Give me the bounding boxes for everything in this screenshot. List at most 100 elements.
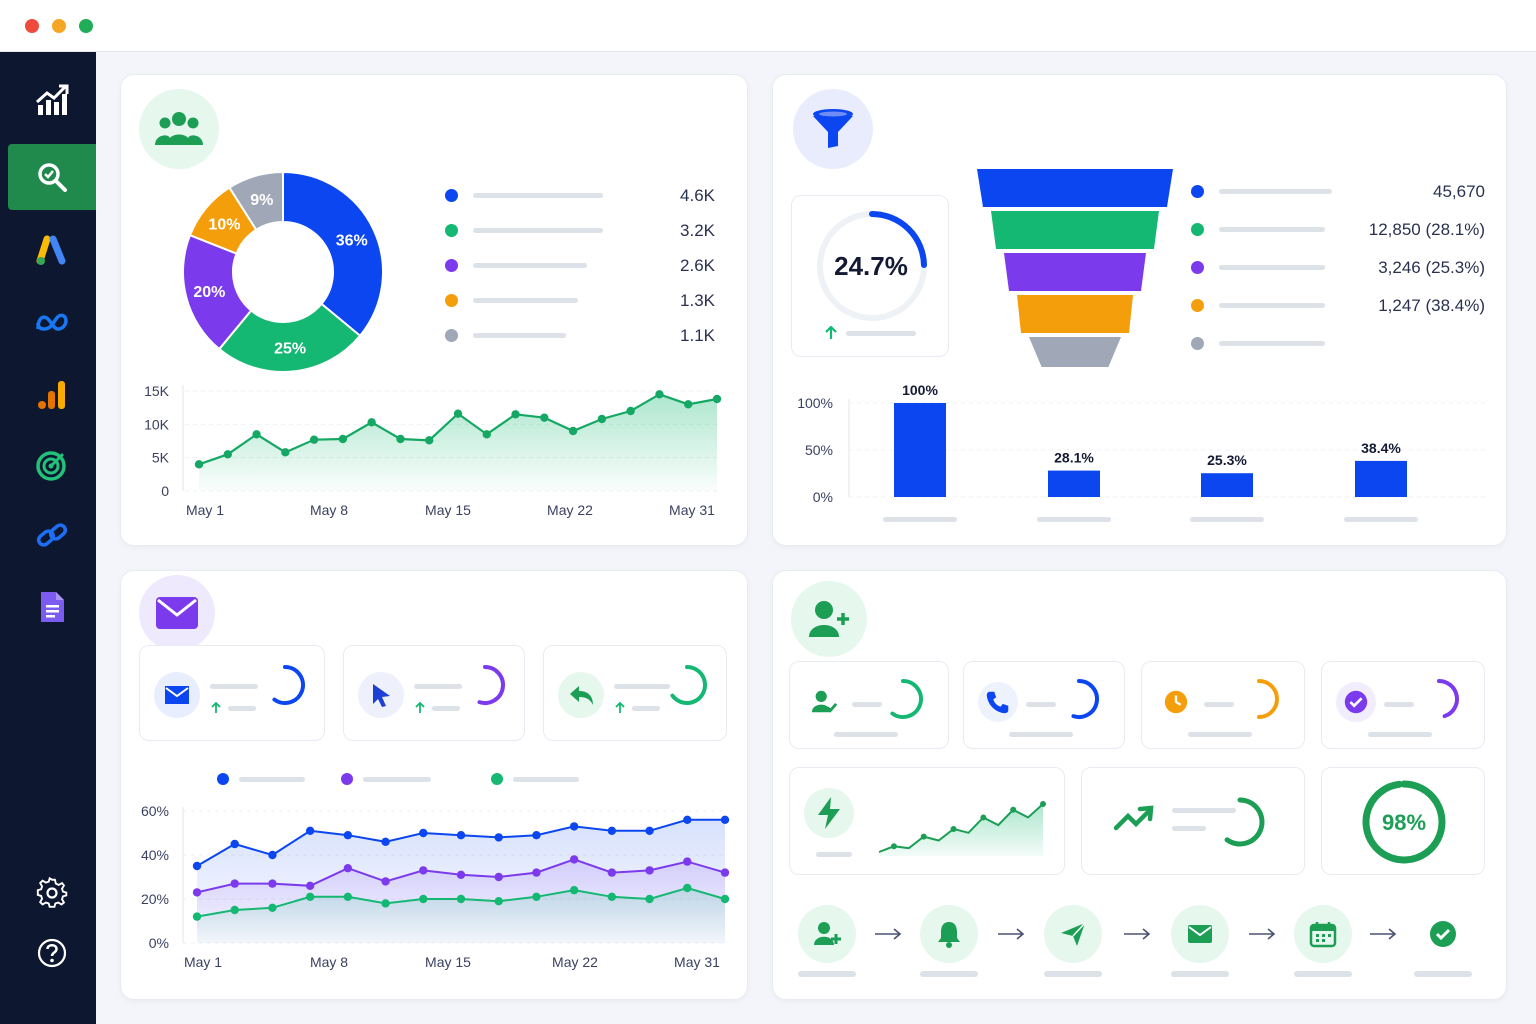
data-point[interactable] — [396, 434, 405, 444]
data-point[interactable] — [720, 868, 730, 877]
data-point[interactable] — [367, 418, 376, 427]
sidebar-item-settings[interactable] — [8, 860, 96, 926]
data-point[interactable] — [268, 903, 277, 912]
funnel-stage[interactable] — [1004, 253, 1146, 291]
data-point[interactable] — [494, 833, 503, 842]
data-point[interactable] — [569, 855, 579, 864]
flow-step[interactable] — [920, 905, 978, 963]
donut-slice[interactable] — [228, 170, 284, 232]
data-point[interactable] — [645, 894, 654, 904]
sidebar-item-search[interactable] — [8, 144, 96, 210]
data-point[interactable] — [343, 892, 353, 901]
email-stat-card[interactable] — [543, 645, 727, 741]
data-point[interactable] — [305, 892, 315, 901]
funnel-stage[interactable] — [991, 211, 1159, 249]
data-point[interactable] — [655, 390, 664, 399]
data-point[interactable] — [343, 831, 353, 840]
data-point[interactable] — [252, 430, 261, 439]
data-point[interactable] — [684, 400, 693, 409]
data-point[interactable] — [494, 872, 503, 882]
data-point[interactable] — [281, 448, 290, 457]
data-point[interactable] — [223, 450, 232, 459]
flow-step[interactable] — [1171, 905, 1229, 963]
data-point[interactable] — [305, 881, 315, 890]
donut-slice[interactable] — [217, 302, 362, 373]
data-point[interactable] — [607, 826, 617, 835]
data-point[interactable] — [532, 831, 541, 840]
data-point[interactable] — [230, 905, 239, 915]
data-point[interactable] — [381, 877, 390, 886]
data-point[interactable] — [453, 409, 463, 418]
data-point[interactable] — [381, 837, 390, 846]
data-point[interactable] — [626, 406, 635, 416]
bar[interactable] — [1201, 473, 1253, 497]
flow-step[interactable] — [1414, 905, 1472, 963]
sidebar-item-document[interactable] — [8, 574, 96, 640]
email-stat-card[interactable] — [343, 645, 525, 741]
data-point[interactable] — [194, 460, 204, 469]
data-point[interactable] — [645, 826, 654, 835]
data-point[interactable] — [532, 868, 541, 877]
flow-step[interactable] — [798, 905, 856, 963]
data-point[interactable] — [720, 815, 730, 824]
data-point[interactable] — [597, 414, 607, 424]
data-point[interactable] — [192, 861, 202, 871]
data-point[interactable] — [305, 826, 315, 835]
data-point[interactable] — [425, 436, 434, 445]
data-point[interactable] — [419, 894, 428, 904]
window-minimize-button[interactable] — [52, 19, 66, 33]
data-point[interactable] — [343, 864, 353, 873]
data-point[interactable] — [511, 410, 520, 419]
flow-step[interactable] — [1044, 905, 1102, 963]
data-point[interactable] — [482, 430, 491, 439]
funnel-stage[interactable] — [1029, 337, 1121, 367]
lead-stat-card[interactable] — [789, 661, 949, 749]
data-point[interactable] — [309, 435, 319, 444]
data-point[interactable] — [540, 413, 549, 422]
sidebar-item-analytics[interactable] — [8, 68, 96, 134]
data-point[interactable] — [494, 897, 503, 906]
sidebar-item-meta[interactable] — [8, 290, 96, 356]
sidebar-item-link[interactable] — [8, 502, 96, 568]
data-point[interactable] — [419, 866, 428, 875]
window-close-button[interactable] — [25, 19, 39, 33]
email-stat-card[interactable] — [139, 645, 325, 741]
sidebar-item-google-analytics[interactable] — [8, 362, 96, 428]
window-maximize-button[interactable] — [79, 19, 93, 33]
data-point[interactable] — [712, 394, 722, 404]
data-point[interactable] — [230, 879, 239, 888]
lead-stat-card[interactable] — [1321, 661, 1485, 749]
data-point[interactable] — [456, 894, 466, 904]
sidebar-item-help[interactable] — [8, 920, 96, 986]
data-point[interactable] — [645, 866, 654, 875]
data-point[interactable] — [230, 839, 239, 849]
funnel-stage[interactable] — [1017, 295, 1133, 333]
data-point[interactable] — [569, 886, 579, 895]
bar[interactable] — [1048, 470, 1100, 497]
flow-step[interactable] — [1294, 905, 1352, 963]
data-point[interactable] — [268, 879, 277, 888]
data-point[interactable] — [683, 883, 692, 893]
lead-stat-card[interactable] — [963, 661, 1125, 749]
data-point[interactable] — [419, 828, 428, 838]
bar[interactable] — [894, 403, 946, 497]
data-point[interactable] — [683, 815, 692, 824]
data-point[interactable] — [456, 870, 466, 879]
data-point[interactable] — [532, 892, 541, 901]
donut-slice[interactable] — [282, 170, 384, 338]
data-point[interactable] — [338, 434, 348, 444]
data-point[interactable] — [569, 822, 579, 831]
data-point[interactable] — [607, 868, 617, 877]
data-point[interactable] — [381, 899, 390, 908]
funnel-stage[interactable] — [977, 169, 1173, 207]
sidebar-item-google-ads[interactable] — [8, 218, 96, 284]
data-point[interactable] — [268, 850, 277, 860]
data-point[interactable] — [456, 831, 466, 840]
lead-stat-card[interactable] — [1141, 661, 1305, 749]
data-point[interactable] — [192, 888, 202, 897]
data-point[interactable] — [720, 894, 730, 904]
data-point[interactable] — [683, 857, 692, 866]
data-point[interactable] — [192, 912, 202, 921]
donut-slice[interactable] — [182, 233, 253, 351]
sidebar-item-target[interactable] — [8, 432, 96, 498]
